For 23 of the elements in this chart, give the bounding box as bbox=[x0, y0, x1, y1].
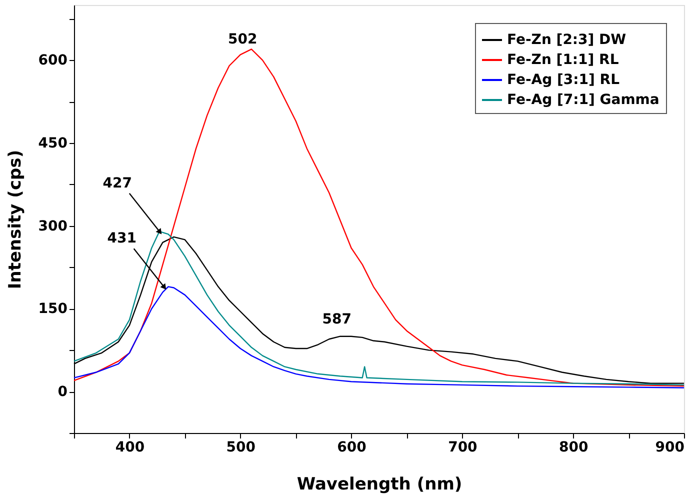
y-tick-label: 450 bbox=[38, 136, 68, 152]
y-tick-label: 0 bbox=[58, 384, 68, 400]
x-tick-label: 800 bbox=[558, 440, 588, 456]
x-tick-label: 500 bbox=[226, 440, 256, 456]
annotation: 427 bbox=[102, 175, 132, 192]
y-axis-title: Intensity (cps) bbox=[5, 150, 26, 290]
y-tick-label: 300 bbox=[38, 218, 68, 234]
x-tick-label: 900 bbox=[655, 440, 685, 456]
legend-label: Fe-Zn [2:3] DW bbox=[507, 32, 626, 48]
annotation: 587 bbox=[322, 312, 352, 328]
line-series bbox=[73, 48, 685, 387]
y-tick-label: 600 bbox=[38, 52, 68, 69]
annotation: 431 bbox=[107, 230, 136, 247]
annotation: 502 bbox=[228, 32, 258, 48]
x-axis-title: Wavelength (nm) bbox=[296, 474, 462, 494]
x-tick-label: 600 bbox=[337, 440, 367, 456]
legend-label: Fe-Ag [3:1] RL bbox=[507, 72, 620, 88]
line-series bbox=[73, 286, 685, 388]
legend-label: Fe-Ag [7:1] Gamma bbox=[507, 92, 660, 108]
y-tick-label: 150 bbox=[38, 301, 68, 318]
x-tick-label: 700 bbox=[448, 440, 478, 456]
legend-label: Fe-Zn [1:1] RL bbox=[507, 52, 619, 68]
x-tick-label: 400 bbox=[115, 440, 145, 456]
